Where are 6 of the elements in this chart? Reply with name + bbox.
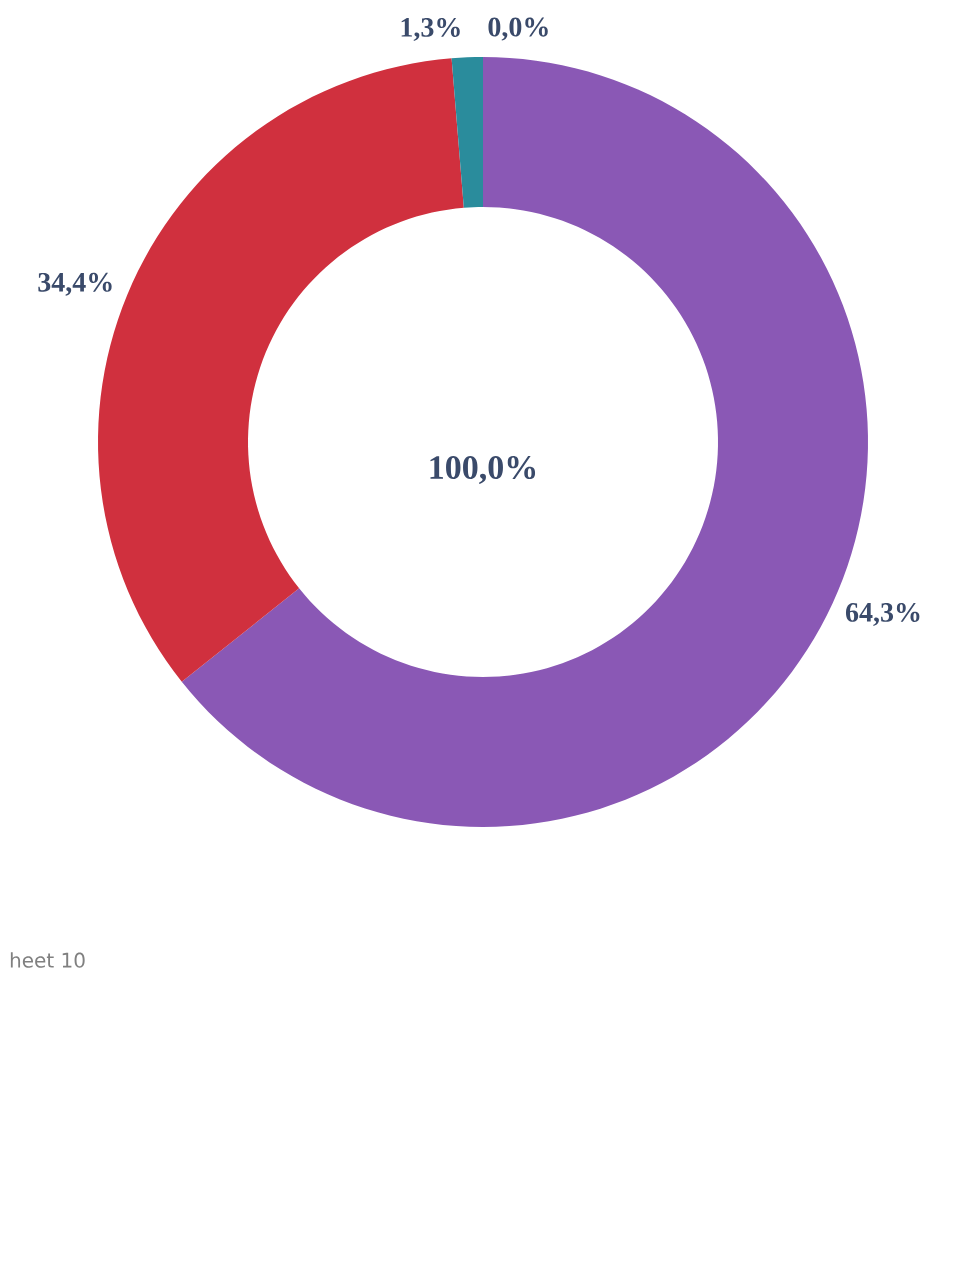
data-label: 64,3% <box>845 602 920 626</box>
text: 100,0% <box>430 456 536 484</box>
text: 0,0% <box>488 17 548 41</box>
text: heet 10 <box>10 952 85 968</box>
data-label: 1,3% <box>401 17 460 41</box>
data-label: 34,4% <box>38 272 112 296</box>
